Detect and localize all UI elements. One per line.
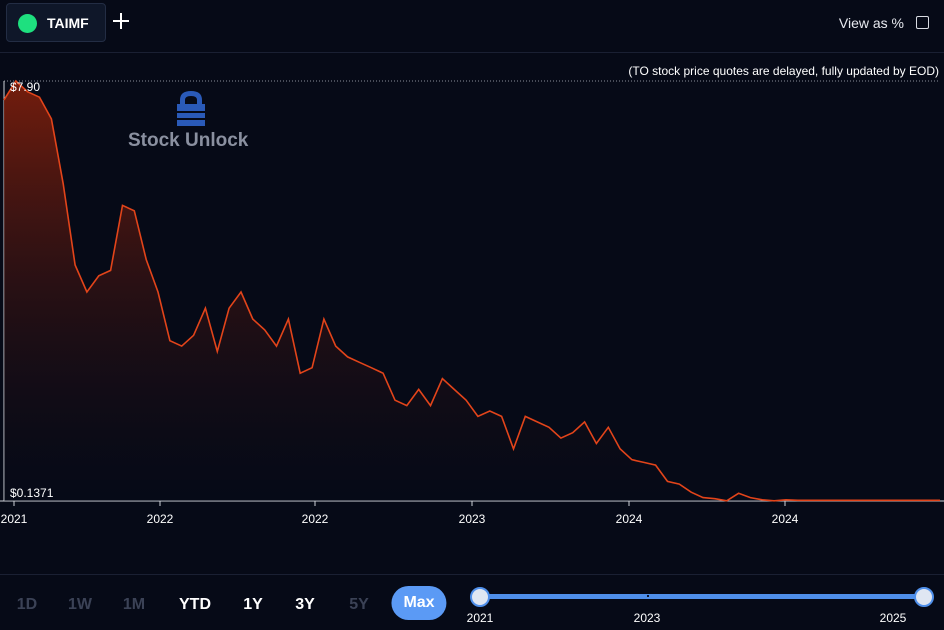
date-range-slider-track[interactable] bbox=[480, 594, 924, 599]
ticker-color-dot bbox=[18, 14, 37, 33]
range-button-1m[interactable]: 1M bbox=[122, 596, 146, 613]
range-button-5y[interactable]: 5Y bbox=[349, 596, 369, 613]
add-ticker-button[interactable] bbox=[111, 9, 131, 33]
ticker-tab[interactable]: TAIMF bbox=[6, 3, 106, 42]
price-chart[interactable] bbox=[0, 52, 944, 572]
slider-mid-label: 2023 bbox=[633, 611, 661, 625]
top-bar: TAIMF View as % bbox=[0, 0, 944, 53]
slider-start-label: 2021 bbox=[466, 611, 494, 625]
x-tick-label: 2022 bbox=[146, 512, 174, 526]
y-max-label: $7.90 bbox=[10, 80, 41, 94]
range-button-3y[interactable]: 3Y bbox=[295, 596, 315, 613]
x-tick-label: 2023 bbox=[458, 512, 486, 526]
range-button-1d[interactable]: 1D bbox=[16, 596, 38, 613]
x-tick-label: 2024 bbox=[771, 512, 799, 526]
slider-tick-dot bbox=[647, 595, 649, 597]
price-area bbox=[4, 81, 940, 501]
x-tick-label: 2022 bbox=[301, 512, 329, 526]
x-tick-label: 2021 bbox=[0, 512, 28, 526]
price-line bbox=[3, 79, 940, 502]
logo-text: Stock Unlock bbox=[128, 130, 249, 151]
range-button-1y[interactable]: 1Y bbox=[243, 596, 263, 613]
y-min-label: $0.1371 bbox=[10, 486, 54, 500]
x-tick-label: 2024 bbox=[615, 512, 643, 526]
range-button-1w[interactable]: 1W bbox=[68, 596, 92, 613]
range-selector-bar bbox=[0, 574, 944, 630]
view-as-percent-checkbox[interactable] bbox=[916, 16, 929, 29]
quote-delay-disclaimer: (TO stock price quotes are delayed, full… bbox=[628, 64, 939, 78]
slider-end-label: 2025 bbox=[879, 611, 907, 625]
stock-unlock-logo: Stock Unlock bbox=[128, 90, 268, 160]
plus-icon bbox=[113, 13, 129, 29]
view-as-percent-label: View as % bbox=[838, 15, 904, 31]
range-button-max[interactable]: Max bbox=[391, 586, 447, 620]
lock-logo-icon bbox=[177, 91, 205, 126]
range-button-ytd[interactable]: YTD bbox=[179, 596, 211, 613]
ticker-label: TAIMF bbox=[47, 15, 89, 31]
slider-start-handle[interactable] bbox=[470, 587, 490, 607]
slider-end-handle[interactable] bbox=[914, 587, 934, 607]
